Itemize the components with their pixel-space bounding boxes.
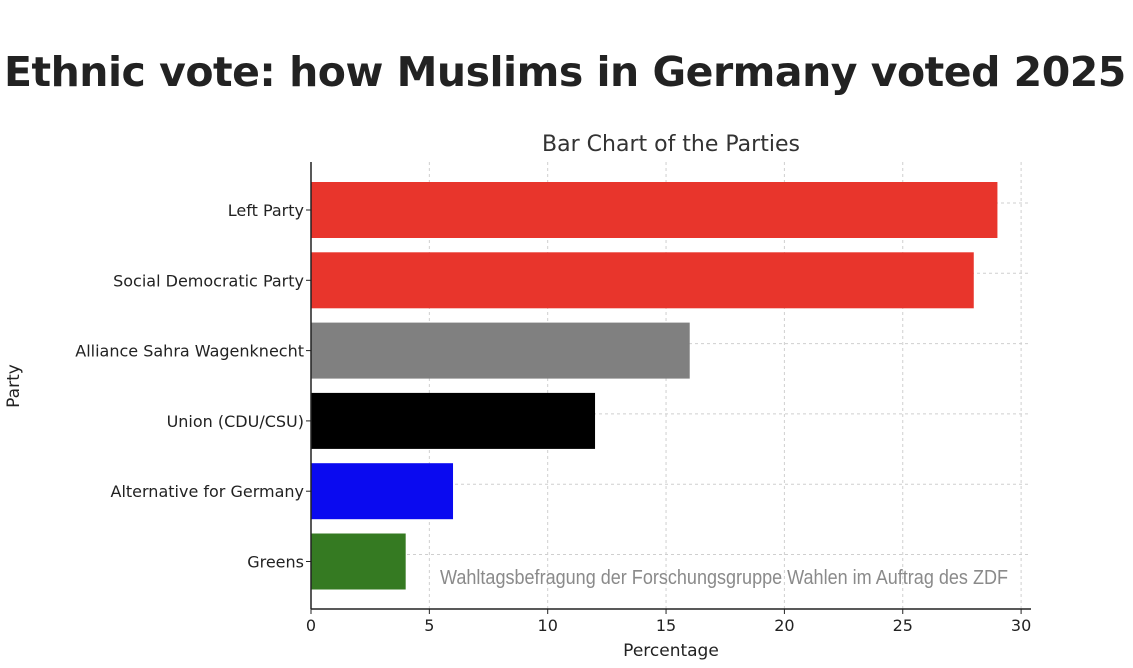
- y-axis-label: Party: [4, 364, 24, 408]
- x-tick-label: 0: [306, 616, 316, 635]
- y-tick-label: Union (CDU/CSU): [167, 412, 304, 431]
- bar-union-cdu-csu: [311, 392, 596, 449]
- bar-alternative-for-germany: [311, 463, 454, 520]
- x-tick-label: 5: [424, 616, 434, 635]
- x-tick-label: 25: [893, 616, 913, 635]
- source-annotation: Wahltagsbefragung der Forschungsgruppe W…: [440, 567, 1008, 589]
- x-ticks: 0 5 10 15 20 25 30: [306, 609, 1031, 635]
- x-axis-label: Percentage: [623, 641, 719, 661]
- bar-alliance-sahra-wagenknecht: [311, 322, 690, 379]
- bar-social-democratic-party: [311, 252, 974, 309]
- page-headline: Ethnic vote: how Muslims in Germany vote…: [4, 48, 1126, 96]
- x-tick-label: 20: [774, 616, 794, 635]
- x-tick-label: 15: [656, 616, 676, 635]
- bar-greens: [311, 533, 406, 590]
- x-tick-label: 30: [1011, 616, 1031, 635]
- bar-left-party: [311, 182, 998, 238]
- axes: [310, 162, 1031, 610]
- y-tick-label: Left Party: [228, 201, 304, 220]
- y-ticks: Left Party Social Democratic Party Allianc…: [75, 201, 311, 572]
- x-tick-label: 10: [538, 616, 558, 635]
- chart-title: Bar Chart of the Parties: [542, 132, 800, 157]
- y-tick-label: Alliance Sahra Wagenknecht: [75, 342, 304, 361]
- bars: [311, 182, 998, 590]
- y-tick-label: Social Democratic Party: [113, 271, 304, 290]
- y-tick-label: Alternative for Germany: [111, 482, 305, 501]
- y-tick-label: Greens: [247, 553, 304, 572]
